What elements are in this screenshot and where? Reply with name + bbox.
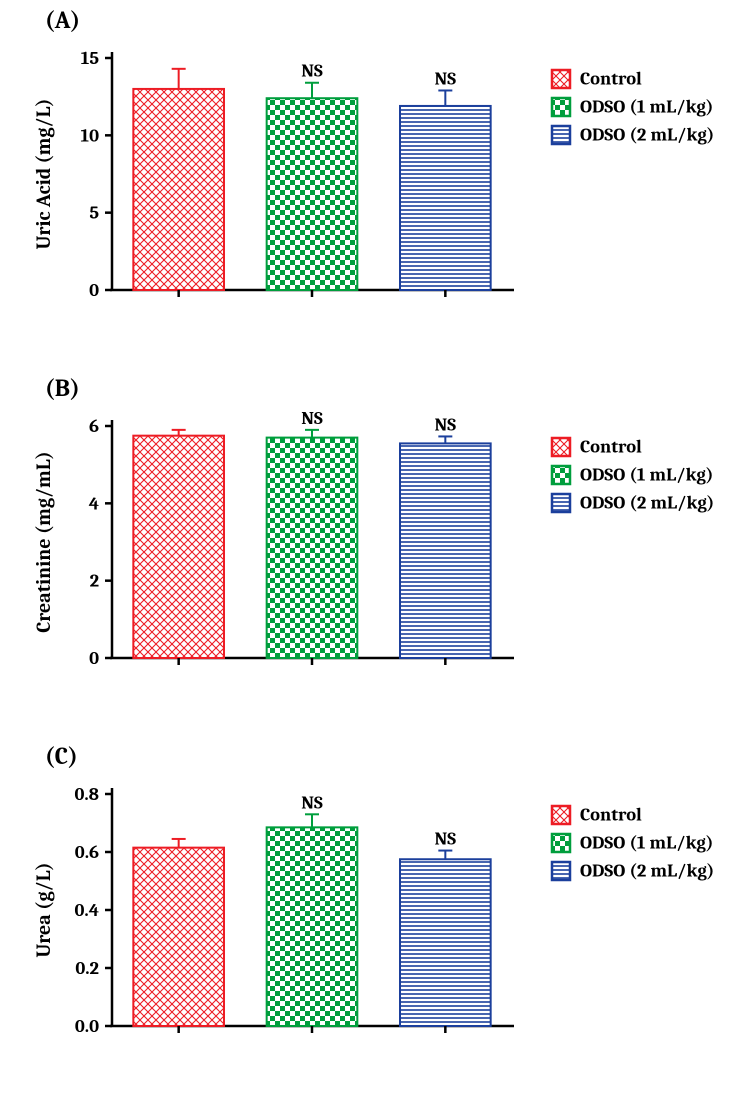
panel-wrapper: (C) 0.0 0.2 0.4 0.6 0.8 Urea (g/L) NS NS Control O…: [0, 736, 750, 1104]
panel-label: (B): [45, 374, 80, 402]
figure: (A) 0 5 10 15 Uric Acid (mg/L) NS NS Control ODSO…: [0, 0, 750, 1104]
legend-label: Control: [580, 67, 642, 89]
y-axis-label: Uric Acid (mg/L): [32, 98, 55, 249]
bar-annotation: NS: [301, 791, 323, 813]
panel-panel_B: (B) 0 2 4 6 Creatinine (mg/mL) NS NS Control ODSO…: [0, 368, 750, 736]
y-tick-label: 0.6: [75, 841, 99, 863]
y-tick-label: 2: [90, 570, 99, 592]
bar: [400, 859, 491, 1026]
panel-panel_A: (A) 0 5 10 15 Uric Acid (mg/L) NS NS Control ODSO…: [0, 0, 750, 368]
legend-swatch: [552, 806, 570, 824]
legend-swatch: [552, 70, 570, 88]
bar: [400, 106, 491, 290]
y-tick-label: 0.2: [75, 957, 99, 979]
bar-annotation: NS: [435, 413, 457, 435]
y-axis-label: Creatinine (mg/mL): [32, 451, 55, 632]
panel-label: (A): [45, 6, 80, 34]
legend-label: ODSO (1 mL/kg): [580, 463, 713, 485]
y-tick-label: 0.0: [75, 1015, 99, 1037]
bar: [267, 827, 358, 1026]
legend-label: Control: [580, 803, 642, 825]
bar: [133, 89, 224, 290]
legend-label: ODSO (2 mL/kg): [580, 859, 714, 881]
y-tick-label: 0: [89, 279, 99, 301]
bar: [133, 848, 224, 1026]
panel-panel_C: (C) 0.0 0.2 0.4 0.6 0.8 Urea (g/L) NS NS Control O…: [0, 736, 750, 1104]
bar: [267, 438, 358, 658]
legend-label: ODSO (2 mL/kg): [580, 123, 714, 145]
y-tick-label: 6: [89, 415, 99, 437]
bar: [400, 443, 491, 658]
y-tick-label: 5: [89, 202, 99, 224]
y-tick-label: 10: [81, 124, 100, 146]
y-tick-label: 15: [81, 47, 100, 69]
panel-wrapper: (A) 0 5 10 15 Uric Acid (mg/L) NS NS Control ODSO…: [0, 0, 750, 368]
y-tick-label: 0.4: [75, 899, 100, 921]
panel-wrapper: (B) 0 2 4 6 Creatinine (mg/mL) NS NS Control ODSO…: [0, 368, 750, 736]
legend-swatch: [552, 494, 570, 512]
legend-swatch: [552, 438, 570, 456]
legend-label: Control: [580, 435, 642, 457]
legend-swatch: [552, 98, 570, 116]
bar-annotation: NS: [301, 60, 323, 82]
legend-swatch: [552, 834, 570, 852]
bar-annotation: NS: [301, 407, 323, 429]
y-axis-label: Urea (g/L): [32, 862, 55, 957]
legend-label: ODSO (2 mL/kg): [580, 491, 714, 513]
bar-annotation: NS: [435, 828, 457, 850]
y-tick-label: 0: [89, 647, 99, 669]
bar: [133, 436, 224, 658]
bar: [267, 98, 358, 290]
legend-swatch: [552, 862, 570, 880]
legend-label: ODSO (1 mL/kg): [580, 831, 713, 853]
bar-annotation: NS: [435, 67, 457, 89]
legend-swatch: [552, 466, 570, 484]
y-tick-label: 0.8: [74, 783, 99, 805]
panel-label: (C): [45, 742, 78, 770]
y-tick-label: 4: [89, 492, 99, 514]
legend-label: ODSO (1 mL/kg): [580, 95, 713, 117]
legend-swatch: [552, 126, 570, 144]
